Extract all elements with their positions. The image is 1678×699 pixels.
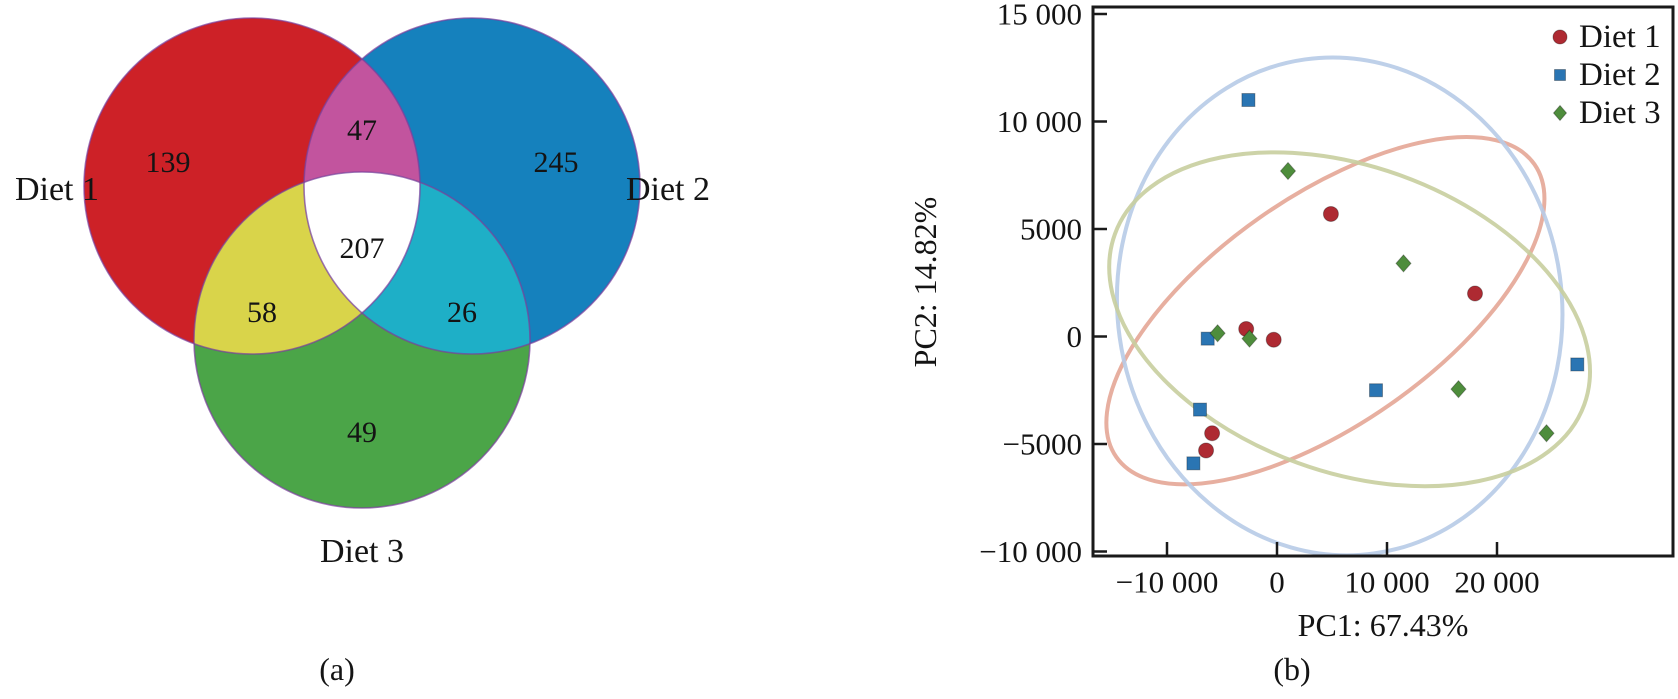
y-tick-label: 10 000: [997, 104, 1082, 139]
venn-count-center: 207: [340, 232, 385, 265]
pca-panel: 15 000 10 000 5000 0 −5000 −10 000 −10 000 0 10 …: [907, 0, 1675, 687]
x-tick-label: 20 000: [1454, 564, 1539, 599]
venn-outline-diet2: [303, 17, 641, 355]
point-diet-1: [1198, 442, 1215, 459]
y-axis-title: PC2: 14.82%: [907, 197, 943, 368]
y-tick-label: 15 000: [997, 0, 1082, 32]
legend-marker-diet-3: [1552, 104, 1568, 122]
point-diet-2: [1369, 383, 1383, 398]
point-diet-2: [1186, 456, 1201, 471]
legend-marker-diet-1: [1552, 29, 1568, 45]
point-diet-1: [1204, 425, 1221, 442]
point-diet-2: [1241, 93, 1256, 107]
venn-label-diet1: Diet 1: [15, 171, 99, 208]
venn-label-diet2: Diet 2: [626, 171, 710, 208]
point-diet-2: [1570, 357, 1585, 372]
point-diet-3: [1209, 324, 1226, 343]
y-tick-label: −10 000: [979, 534, 1082, 569]
legend-marker-diet-2: [1554, 69, 1566, 81]
point-diet-3: [1279, 161, 1297, 181]
panel-a-caption: (a): [319, 651, 355, 687]
venn-count-diet2-only: 245: [534, 146, 579, 179]
plot-frame: [1091, 5, 1675, 558]
point-diet-1: [1265, 331, 1282, 348]
venn-count-diet1-only: 139: [146, 146, 191, 179]
legend-label-diet-1: Diet 1: [1579, 19, 1661, 55]
confidence-ellipse-diet-1: [1104, 135, 1547, 487]
venn-count-diet3-only: 49: [347, 416, 377, 449]
scatter-points: [1186, 93, 1585, 471]
y-tick-label: 0: [1067, 319, 1083, 354]
y-tick-label: −5000: [1003, 427, 1082, 462]
confidence-ellipse-diet-3: [1107, 150, 1592, 489]
panel-b-caption: (b): [1273, 651, 1310, 687]
point-diet-3: [1538, 423, 1555, 443]
venn-count-diet1-diet2: 47: [347, 114, 377, 147]
y-tick-label: 5000: [1020, 212, 1082, 247]
point-diet-1: [1467, 285, 1483, 302]
venn-outline-diet3: [193, 171, 531, 509]
venn-panel: 139 245 47 207 58 26 49 Diet 1 Diet 2 Di…: [15, 17, 710, 687]
venn-outline-diet1: [83, 17, 421, 355]
point-diet-3: [1395, 254, 1412, 273]
x-tick-label: 10 000: [1344, 564, 1429, 599]
point-diet-2: [1193, 402, 1207, 417]
confidence-ellipses: [1104, 55, 1592, 558]
venn-count-diet1-diet3: 58: [247, 296, 277, 329]
axis-ticks: 15 000 10 000 5000 0 −5000 −10 000 −10 000 0 10 …: [979, 0, 1539, 599]
legend-label-diet-3: Diet 3: [1579, 95, 1661, 131]
point-diet-2: [1200, 331, 1215, 346]
point-diet-3: [1450, 379, 1467, 399]
venn-label-diet3: Diet 3: [320, 533, 404, 570]
point-diet-1: [1322, 205, 1339, 222]
legend-label-diet-2: Diet 2: [1579, 57, 1661, 93]
venn-count-diet2-diet3: 26: [447, 296, 477, 329]
x-axis-title: PC1: 67.43%: [1298, 607, 1469, 643]
x-tick-label: 0: [1269, 564, 1285, 599]
point-diet-3: [1241, 329, 1258, 348]
confidence-ellipse-diet-2: [1114, 55, 1565, 558]
x-tick-label: −10 000: [1116, 564, 1219, 599]
